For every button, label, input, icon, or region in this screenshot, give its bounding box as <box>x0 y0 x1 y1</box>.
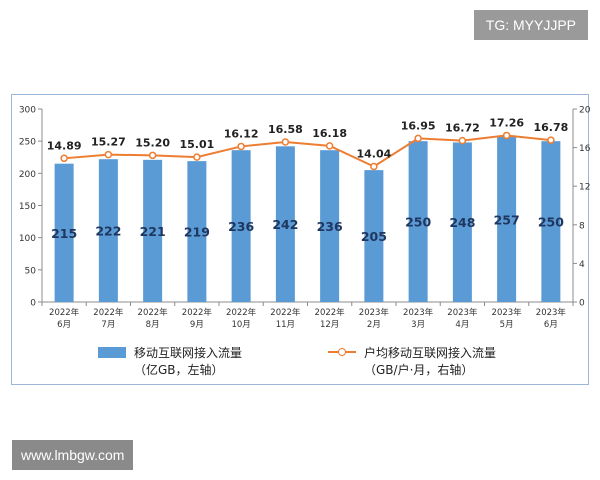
legend-line-label: 户均移动互联网接入流量 <box>364 345 497 360</box>
x-tick-label-month: 10月 <box>231 320 250 330</box>
bar-value-label: 236 <box>317 219 343 234</box>
line-value-label: 16.18 <box>312 127 347 140</box>
line-series <box>64 134 551 168</box>
line-value-label: 15.20 <box>135 136 170 149</box>
line-value-label: 16.72 <box>445 122 480 135</box>
bar-value-label: 221 <box>140 224 166 239</box>
x-tick-label-month: 7月 <box>101 320 115 330</box>
line-point <box>325 142 334 150</box>
x-tick-label-year: 2023年 <box>403 307 434 318</box>
left-axis-tick-label: 150 <box>19 202 36 212</box>
left-axis-tick-label: 100 <box>19 234 36 244</box>
line-value-label: 15.27 <box>91 136 126 149</box>
bar <box>320 150 340 302</box>
line-point <box>281 138 290 146</box>
left-axis-tick-label: 0 <box>30 299 36 309</box>
x-tick-label-month: 8月 <box>146 320 160 330</box>
x-tick-label-month: 6月 <box>57 320 71 330</box>
bar-value-label: 257 <box>494 212 520 227</box>
x-tick-label-year: 2023年 <box>492 307 523 318</box>
legend-bar-label: 移动互联网接入流量 <box>134 345 243 360</box>
x-tick-label-month: 2月 <box>367 320 381 330</box>
left-axis-tick-label: 200 <box>19 170 36 180</box>
line-value-label: 14.89 <box>47 139 82 152</box>
x-tick-label-year: 2023年 <box>447 307 478 318</box>
bar-value-label: 222 <box>95 224 121 239</box>
x-tick-label-month: 9月 <box>190 320 204 330</box>
legend-line: 户均移动互联网接入流量 （GB/户·月，右轴） <box>328 343 496 379</box>
bar <box>408 141 428 302</box>
legend-bar-unit: （亿GB，左轴） <box>134 363 224 377</box>
watermark-bottom: www.lmbgw.com <box>12 440 134 470</box>
right-axis-tick-label: 8 <box>579 221 585 231</box>
bar <box>54 163 74 302</box>
chart-frame: 0 50 100 150 200 250 300 0 4 8 12 16 20 2022年 6月 2022年 7… <box>11 94 591 385</box>
bar-value-label: 248 <box>449 215 475 230</box>
right-axis-tick-label: 4 <box>579 260 585 270</box>
line-point <box>502 131 511 140</box>
right-axis-tick-label: 20 <box>579 106 590 116</box>
line-point <box>547 136 555 144</box>
bar-value-label: 236 <box>228 219 254 234</box>
x-tick-label-year: 2022年 <box>182 307 213 318</box>
legend-line-unit: （GB/户·月，右轴） <box>364 363 474 377</box>
bar <box>275 146 295 302</box>
bar <box>231 150 251 302</box>
bar <box>541 141 561 302</box>
x-tick-label-month: 12月 <box>320 320 339 330</box>
left-axis-tick-label: 250 <box>19 138 36 148</box>
line-point <box>458 136 467 145</box>
x-tick-label-month: 4月 <box>455 320 469 330</box>
watermark-top: TG: MYYJJPP <box>473 10 588 40</box>
line-point <box>237 142 245 151</box>
legend-bar: 移动互联网接入流量 （亿GB，左轴） <box>98 343 242 379</box>
legend-line-swatch <box>328 346 356 358</box>
line-point <box>193 153 201 161</box>
line-value-label: 16.12 <box>224 127 259 140</box>
bar-value-label: 250 <box>538 215 564 230</box>
line-value-label: 16.78 <box>533 121 568 134</box>
line-value-label: 14.04 <box>356 148 391 161</box>
x-tick-label-year: 2022年 <box>270 307 301 318</box>
x-tick-label-month: 3月 <box>411 320 425 330</box>
x-tick-label-month: 11月 <box>276 320 295 330</box>
legend-bar-swatch <box>98 346 126 358</box>
bar <box>187 161 207 302</box>
line-value-label: 16.95 <box>401 119 436 132</box>
right-axis-tick-label: 12 <box>579 183 590 193</box>
bar-value-label: 205 <box>361 229 387 244</box>
bar-value-label: 242 <box>272 217 298 232</box>
x-tick-label-year: 2022年 <box>93 307 124 318</box>
bar <box>143 159 163 302</box>
x-tick-label-month: 5月 <box>500 320 514 330</box>
line-point <box>148 151 157 160</box>
x-tick-label-year: 2022年 <box>315 307 346 318</box>
bar-value-label: 215 <box>51 226 77 241</box>
x-tick-label-year: 2022年 <box>226 307 257 318</box>
right-axis-tick-label: 16 <box>579 144 590 154</box>
line-point <box>370 162 378 171</box>
line-value-label: 15.01 <box>179 138 214 151</box>
x-tick-label-year: 2023年 <box>536 307 567 318</box>
bar <box>98 159 118 302</box>
line-value-label: 16.58 <box>268 123 303 136</box>
line-point <box>60 154 68 163</box>
bar <box>452 142 472 302</box>
bar-value-label: 219 <box>184 225 210 240</box>
left-axis-tick-label: 50 <box>25 266 37 276</box>
right-axis-tick-label: 0 <box>579 299 585 309</box>
x-tick-label-year: 2022年 <box>138 307 169 318</box>
bar <box>364 170 384 302</box>
x-tick-label-month: 6月 <box>544 320 558 330</box>
left-axis-tick-label: 300 <box>19 106 36 116</box>
line-point <box>104 150 113 159</box>
x-tick-label-year: 2023年 <box>359 307 390 318</box>
bar-value-label: 250 <box>405 215 431 230</box>
bar <box>497 136 517 302</box>
line-point <box>414 134 422 143</box>
chart: 0 50 100 150 200 250 300 0 4 8 12 16 20 2022年 6月 2022年 7… <box>19 106 591 331</box>
line-value-label: 17.26 <box>489 116 524 129</box>
x-tick-label-year: 2022年 <box>49 307 80 318</box>
